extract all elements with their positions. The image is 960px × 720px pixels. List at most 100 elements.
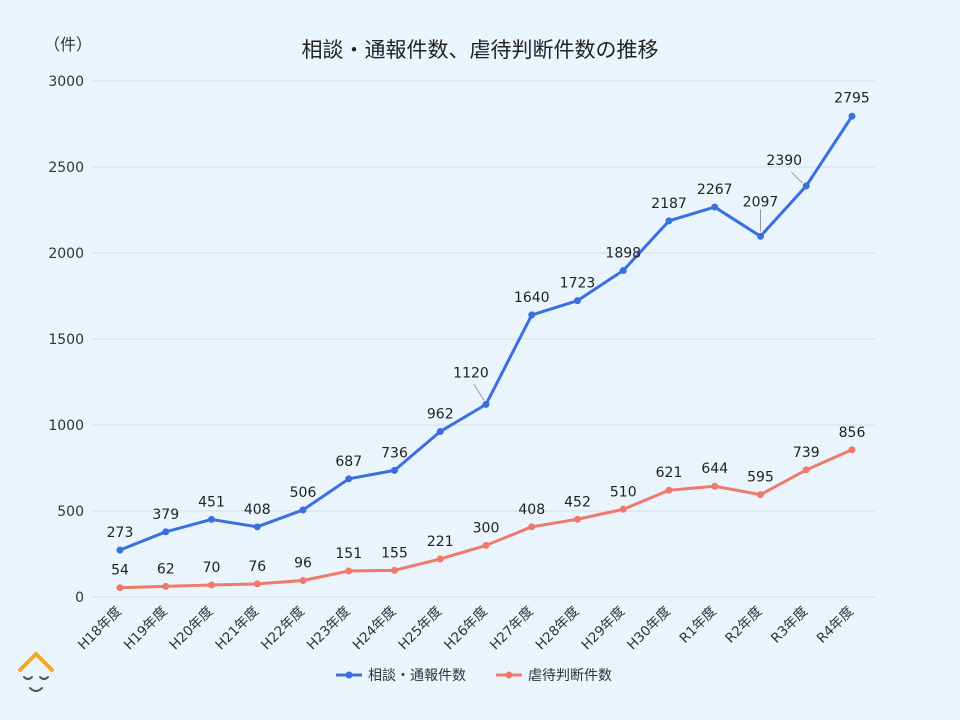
x-axis-ticks: H18年度H19年度H20年度H21年度H22年度H23年度H24年度H25年度… — [75, 604, 857, 654]
y-axis-ticks: 0 500 1000 1500 2000 2500 3000 — [48, 74, 84, 606]
data-label: 644 — [701, 461, 728, 477]
data-point — [116, 546, 124, 554]
data-point — [528, 311, 536, 319]
data-label: 1723 — [560, 276, 596, 292]
legend-label: 相談・通報件数 — [368, 668, 466, 684]
data-point — [253, 523, 261, 531]
data-label: 510 — [610, 484, 637, 500]
chart-title: 相談・通報件数、虐待判断件数の推移 — [302, 38, 659, 62]
data-label: 451 — [198, 494, 225, 510]
data-point — [299, 576, 307, 584]
data-point — [482, 541, 490, 549]
x-tick-label: H28年度 — [533, 604, 583, 654]
data-point — [391, 466, 398, 474]
data-label: 70 — [203, 560, 221, 576]
data-point — [802, 182, 810, 190]
data-label: 452 — [564, 494, 591, 510]
data-label: 962 — [427, 407, 454, 423]
x-tick-label: H29年度 — [578, 604, 628, 654]
data-point — [391, 566, 398, 574]
legend-marker — [505, 671, 513, 679]
data-label: 1640 — [514, 290, 550, 306]
data-point — [299, 506, 307, 514]
x-tick-label: H25年度 — [395, 604, 445, 654]
data-point — [574, 297, 581, 305]
legend: 相談・通報件数 虐待判断件数 — [336, 668, 612, 684]
x-tick-label: R2年度 — [722, 604, 765, 647]
data-label: 2267 — [697, 182, 733, 198]
data-point — [574, 515, 581, 523]
x-tick-label: H26年度 — [441, 604, 491, 654]
x-tick-label: H18年度 — [75, 604, 125, 654]
data-label: 54 — [111, 563, 129, 579]
data-point — [848, 112, 856, 120]
data-point — [162, 582, 170, 590]
data-label: 2187 — [651, 196, 687, 212]
data-label: 595 — [747, 470, 774, 486]
data-point — [482, 400, 490, 408]
x-tick-label: H21年度 — [212, 604, 262, 654]
data-point — [208, 515, 215, 523]
data-label: 96 — [294, 555, 312, 571]
grid — [92, 80, 875, 598]
data-point — [116, 584, 124, 592]
data-label: 76 — [248, 559, 266, 575]
y-tick-label: 0 — [75, 590, 84, 606]
x-tick-label: R4年度 — [814, 604, 857, 647]
data-label: 1898 — [605, 246, 641, 262]
data-point — [848, 446, 856, 454]
x-tick-label: R3年度 — [768, 604, 811, 647]
data-label: 379 — [152, 507, 179, 523]
data-label: 408 — [244, 502, 271, 518]
data-point — [757, 232, 764, 240]
data-label: 2795 — [834, 90, 870, 106]
series-line — [119, 115, 854, 552]
legend-marker — [345, 671, 353, 679]
data-point — [345, 567, 353, 575]
data-point — [253, 580, 261, 588]
legend-label: 虐待判断件数 — [528, 668, 612, 684]
data-label: 155 — [381, 545, 408, 561]
data-label: 621 — [656, 465, 683, 481]
data-label: 151 — [335, 546, 362, 562]
x-tick-label: H23年度 — [304, 604, 354, 654]
y-tick-label: 1000 — [48, 418, 84, 434]
data-label: 2390 — [766, 153, 802, 169]
data-point — [619, 267, 627, 275]
data-label: 856 — [839, 425, 866, 441]
data-label: 687 — [335, 454, 362, 470]
data-label: 273 — [107, 525, 134, 541]
y-tick-label: 1500 — [48, 332, 84, 348]
data-label: 506 — [290, 485, 317, 501]
leader-line — [473, 384, 485, 401]
data-point — [711, 482, 719, 490]
data-label: 62 — [157, 561, 175, 577]
x-tick-label: H24年度 — [350, 604, 400, 654]
leader-line — [790, 171, 803, 184]
x-tick-label: H20年度 — [167, 604, 217, 654]
data-point — [162, 528, 170, 536]
data-point — [208, 581, 215, 589]
y-tick-label: 500 — [57, 504, 84, 520]
data-point — [436, 555, 444, 563]
smiling-face-logo-icon — [18, 652, 54, 692]
x-tick-label: H30年度 — [624, 604, 674, 654]
data-label: 1120 — [453, 365, 489, 381]
x-tick-label: H22年度 — [258, 604, 308, 654]
data-point — [665, 217, 673, 225]
data-label: 300 — [473, 520, 500, 536]
y-axis-unit: （件） — [44, 35, 92, 54]
data-label: 2097 — [743, 194, 779, 210]
data-point — [711, 203, 719, 211]
series-line — [119, 448, 853, 590]
data-labels: 273 379 451 408 506 687 736 962 1120 1640 1723 1898… — [107, 90, 870, 578]
data-point — [528, 523, 536, 531]
y-tick-label: 2500 — [48, 160, 84, 176]
data-point — [436, 428, 444, 436]
data-label: 736 — [381, 445, 408, 461]
data-point — [665, 486, 673, 494]
x-tick-label: R1年度 — [676, 604, 719, 647]
data-label: 408 — [518, 502, 545, 518]
y-tick-label: 3000 — [48, 74, 84, 90]
